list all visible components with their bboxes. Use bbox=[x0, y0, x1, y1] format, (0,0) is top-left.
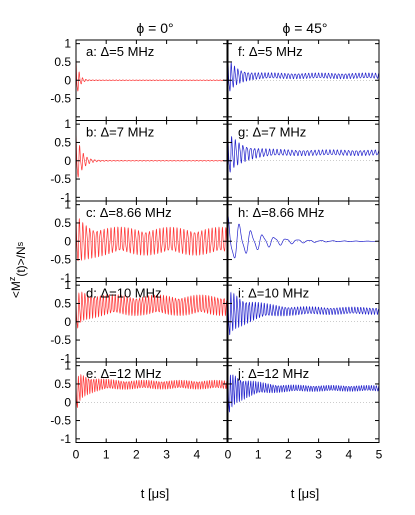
y-tick-label: -1 bbox=[60, 190, 71, 204]
x-tick-label: 5 bbox=[376, 448, 383, 462]
y-tick-label: 1 bbox=[64, 198, 71, 212]
x-tick-label: 4 bbox=[345, 448, 352, 462]
y-tick-label: -1 bbox=[60, 271, 71, 285]
y-tick-label: -1 bbox=[60, 432, 71, 446]
panel-label: f: Δ=5 MHz bbox=[238, 44, 303, 59]
series-line-8 bbox=[227, 291, 380, 336]
y-tick-label: 0 bbox=[64, 315, 71, 329]
y-tick-label: 1 bbox=[64, 37, 71, 51]
panel-label: g: Δ=7 MHz bbox=[238, 125, 306, 140]
series-line-5 bbox=[75, 215, 228, 262]
y-axis-label: <Mz(t)>/Ns bbox=[7, 241, 28, 298]
col-title-phi0: ϕ = 0° bbox=[136, 20, 173, 36]
series-line-4 bbox=[227, 135, 380, 173]
y-tick-label: -0.5 bbox=[50, 414, 71, 428]
series-line-10 bbox=[227, 374, 380, 413]
y-tick-label: 1 bbox=[64, 278, 71, 292]
panel-label: h: Δ=8.66 MHz bbox=[238, 205, 324, 220]
panel-label: c: Δ=8.66 MHz bbox=[86, 205, 172, 220]
y-tick-label: -0.5 bbox=[50, 333, 71, 347]
y-tick-label: 0.5 bbox=[54, 55, 71, 69]
panel-label: i: Δ=10 MHz bbox=[238, 286, 309, 301]
x-tick-label: 2 bbox=[285, 448, 292, 462]
panel-grid: a: Δ=5 MHz -0.5 0 0.5 1 f: Δ=5 MHz b: Δ=7 MHz -… bbox=[50, 37, 382, 462]
x-tick-label: 0 bbox=[225, 448, 232, 462]
y-tick-label: -0.5 bbox=[50, 253, 71, 267]
series-line-7 bbox=[75, 291, 228, 329]
x-tick-label: 3 bbox=[315, 448, 322, 462]
panel-label: b: Δ=7 MHz bbox=[86, 125, 154, 140]
panel-label: d: Δ=10 MHz bbox=[86, 286, 162, 301]
x-tick-label: 2 bbox=[133, 448, 140, 462]
series-line-2 bbox=[227, 61, 380, 92]
col-title-phi45: ϕ = 45° bbox=[283, 20, 328, 36]
y-tick-label: 1 bbox=[64, 117, 71, 131]
y-tick-label: -0.5 bbox=[50, 92, 71, 106]
x-tick-label: 3 bbox=[163, 448, 170, 462]
x-tick-label: 1 bbox=[103, 448, 110, 462]
series-line-9 bbox=[75, 373, 228, 409]
y-tick-label: -1 bbox=[60, 351, 71, 365]
panel-label: a: Δ=5 MHz bbox=[86, 44, 154, 59]
y-tick-label: 0.5 bbox=[54, 216, 71, 230]
x-tick-label: 4 bbox=[193, 448, 200, 462]
panel-label: e: Δ=12 MHz bbox=[86, 366, 162, 381]
x-tick-label: 1 bbox=[255, 448, 262, 462]
series-line-3 bbox=[75, 131, 228, 178]
y-tick-label: 0 bbox=[64, 234, 71, 248]
y-tick-label: 0 bbox=[64, 154, 71, 168]
series-line-1 bbox=[75, 54, 228, 92]
y-tick-label: 0.5 bbox=[54, 296, 71, 310]
x-axis-label-right: t [μs] bbox=[291, 486, 319, 501]
y-tick-label: 1 bbox=[64, 359, 71, 373]
x-tick-label: 0 bbox=[73, 448, 80, 462]
y-tick-label: 0 bbox=[64, 73, 71, 87]
y-tick-label: -0.5 bbox=[50, 172, 71, 186]
y-tick-label: 0 bbox=[64, 395, 71, 409]
series-line-6 bbox=[227, 215, 379, 259]
x-axis-label-left: t [μs] bbox=[141, 486, 169, 501]
y-tick-label: 0.5 bbox=[54, 135, 71, 149]
panel-label: j: Δ=12 MHz bbox=[237, 366, 309, 381]
y-tick-label: 0.5 bbox=[54, 377, 71, 391]
